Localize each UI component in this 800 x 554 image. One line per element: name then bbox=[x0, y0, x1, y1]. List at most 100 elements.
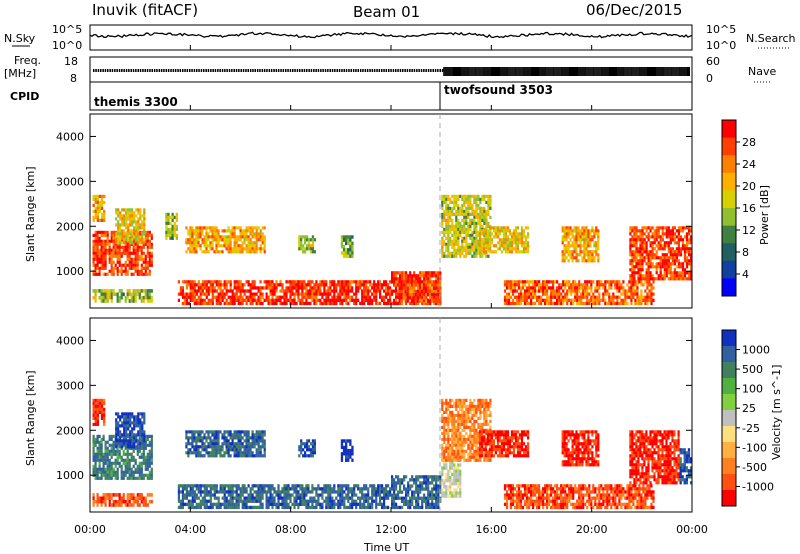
power-cell bbox=[528, 292, 531, 296]
power-cell bbox=[189, 280, 192, 284]
power-cell bbox=[191, 289, 194, 293]
freq-point bbox=[569, 67, 571, 76]
power-cell bbox=[567, 226, 570, 230]
velocity-cell bbox=[211, 502, 214, 506]
power-cell bbox=[247, 229, 250, 233]
power-cell bbox=[635, 271, 638, 275]
power-cell bbox=[116, 245, 119, 249]
power-cell bbox=[273, 292, 276, 296]
power-cell bbox=[637, 250, 640, 254]
power-cell bbox=[455, 251, 458, 255]
power-cell bbox=[663, 268, 666, 272]
freq-point bbox=[541, 67, 543, 76]
power-cell bbox=[94, 239, 97, 243]
power-cell bbox=[299, 280, 302, 284]
power-cell bbox=[435, 274, 438, 278]
velocity-cell bbox=[124, 467, 127, 471]
power-cell bbox=[536, 283, 539, 287]
power-cell bbox=[255, 292, 258, 296]
power-cell bbox=[289, 292, 292, 296]
freq-point bbox=[666, 67, 668, 76]
power-cell bbox=[134, 263, 137, 267]
power-cell bbox=[115, 223, 118, 227]
power-cell bbox=[395, 298, 398, 302]
power-cell bbox=[463, 236, 466, 240]
freq-point bbox=[461, 67, 463, 76]
power-cell bbox=[400, 286, 403, 290]
velocity-cell bbox=[100, 443, 103, 447]
power-cell bbox=[416, 289, 419, 294]
power-cell bbox=[215, 247, 218, 251]
freq-point bbox=[443, 67, 445, 76]
power-cell bbox=[219, 280, 222, 284]
power-cell bbox=[457, 230, 460, 234]
velocity-cell bbox=[139, 433, 142, 437]
freq-point bbox=[613, 67, 614, 76]
freq-point bbox=[536, 67, 537, 76]
freq-point bbox=[587, 67, 589, 76]
power-cell bbox=[110, 230, 113, 234]
velocity-cell bbox=[119, 424, 122, 428]
power-cell bbox=[575, 226, 578, 230]
power-cell bbox=[423, 271, 426, 275]
power-cell bbox=[550, 280, 553, 284]
power-cell bbox=[552, 292, 555, 296]
power-cell bbox=[587, 253, 590, 257]
velocity-cell bbox=[127, 421, 130, 425]
power-cell bbox=[657, 274, 660, 278]
power-cell bbox=[387, 283, 390, 287]
power-cell bbox=[681, 271, 685, 275]
power-cell bbox=[361, 301, 364, 306]
velocity-cell bbox=[112, 446, 115, 450]
power-cell bbox=[106, 272, 109, 276]
freq-point bbox=[116, 69, 118, 72]
power-cell bbox=[514, 247, 518, 251]
power-cell bbox=[304, 250, 307, 254]
power-cell bbox=[257, 289, 260, 293]
power-cell bbox=[415, 283, 418, 287]
power-cell bbox=[661, 235, 664, 239]
power-cell bbox=[567, 250, 570, 254]
power-cell bbox=[100, 203, 104, 207]
power-cell bbox=[515, 289, 519, 293]
power-cell bbox=[646, 298, 649, 302]
power-cell bbox=[443, 197, 446, 201]
velocity-cell bbox=[104, 499, 107, 504]
power-cell bbox=[679, 253, 683, 257]
power-cell bbox=[507, 292, 511, 296]
power-cell bbox=[416, 296, 419, 300]
velocity-cell bbox=[118, 461, 121, 465]
power-y-label: Slant Range [km] bbox=[24, 166, 37, 262]
freq-point bbox=[548, 67, 550, 76]
power-cell bbox=[642, 295, 645, 299]
velocity-cell bbox=[203, 487, 206, 491]
power-cell bbox=[424, 289, 428, 294]
power-cell bbox=[473, 215, 476, 219]
power-cell bbox=[455, 197, 458, 201]
velocity-cell bbox=[146, 493, 149, 497]
power-cell bbox=[263, 286, 266, 290]
power-cell bbox=[427, 274, 430, 278]
power-cell bbox=[447, 218, 450, 222]
power-colorbar-tick-label: 20 bbox=[742, 180, 756, 193]
power-cell bbox=[631, 253, 634, 257]
velocity-cell bbox=[146, 455, 149, 459]
power-cell bbox=[124, 272, 127, 276]
power-cell bbox=[319, 286, 322, 290]
freq-point bbox=[552, 67, 554, 76]
power-cell bbox=[631, 244, 634, 248]
power-cell bbox=[641, 262, 644, 266]
power-cell bbox=[445, 197, 448, 201]
power-cell bbox=[340, 251, 344, 255]
freq-point bbox=[538, 67, 539, 76]
power-cell bbox=[217, 283, 220, 287]
freq-point bbox=[482, 67, 484, 76]
power-cell bbox=[96, 203, 99, 207]
power-cell bbox=[423, 274, 426, 278]
power-cell bbox=[655, 229, 658, 233]
power-cell bbox=[520, 226, 524, 230]
velocity-cell bbox=[112, 452, 115, 456]
power-cell bbox=[567, 259, 570, 263]
power-cell bbox=[383, 298, 386, 302]
velocity-cell bbox=[134, 496, 137, 501]
